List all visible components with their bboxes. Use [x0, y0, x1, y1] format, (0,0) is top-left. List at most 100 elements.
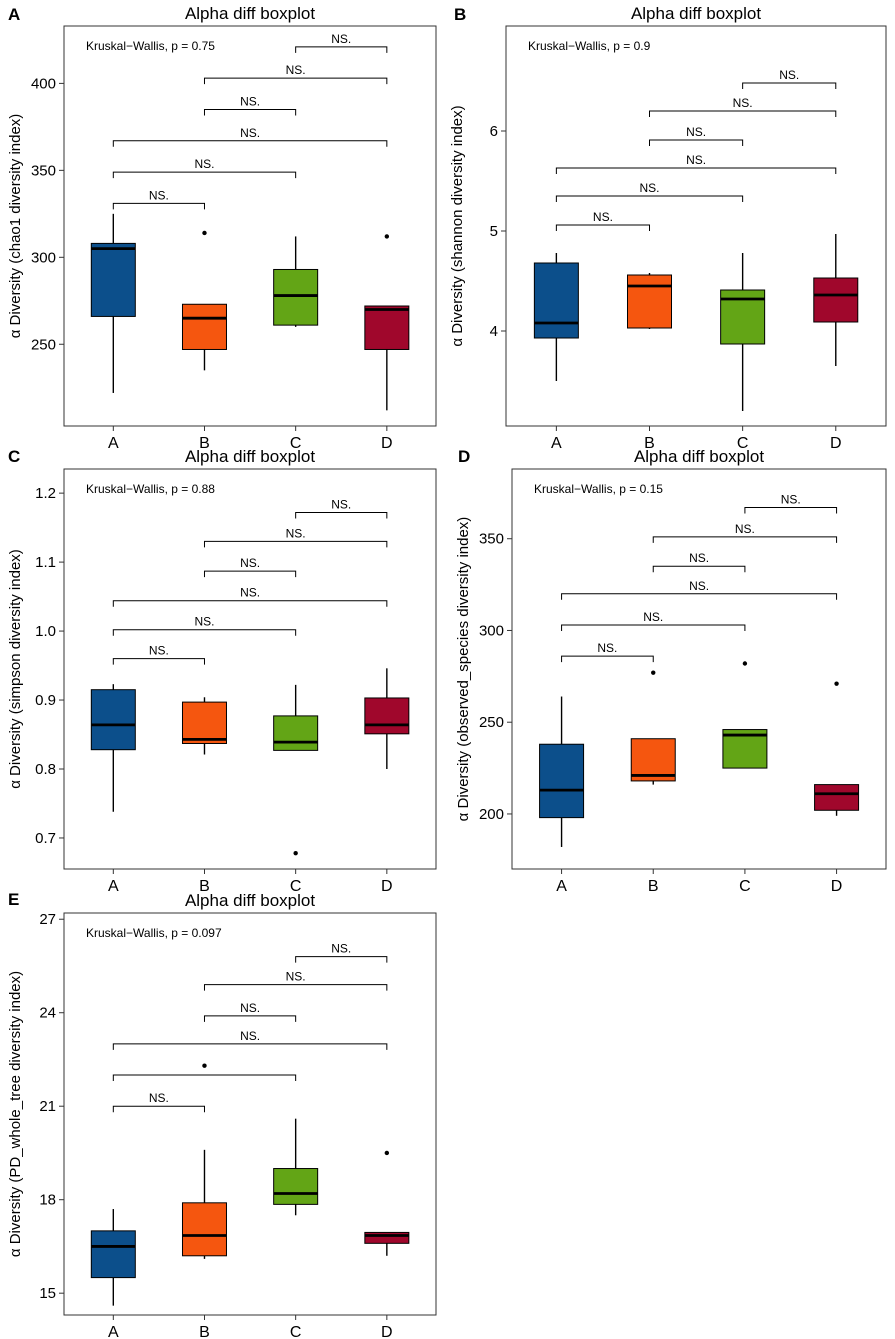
y-tick-label: 24	[39, 1005, 56, 1022]
significance-label: NS.	[240, 586, 260, 600]
comparison-b-d: NS.	[649, 96, 837, 117]
x-category-label: B	[648, 878, 659, 895]
x-category-label: A	[108, 1324, 119, 1339]
box-iqr	[273, 715, 319, 751]
x-category-label: C	[290, 1324, 302, 1339]
y-tick-label: 350	[479, 531, 504, 548]
box-iqr	[364, 1231, 410, 1244]
comparison-a-b: NS.	[561, 641, 654, 663]
chart-title: Alpha diff boxplot	[631, 4, 761, 23]
significance-label: NS.	[240, 94, 260, 108]
kruskal-wallis-annotation: Kruskal−Wallis, p = 0.88	[86, 482, 215, 496]
comparison-c-d: NS.	[295, 942, 388, 963]
kruskal-wallis-annotation: Kruskal−Wallis, p = 0.15	[534, 482, 663, 496]
x-category-label: C	[739, 878, 751, 895]
significance-label: NS.	[149, 1091, 169, 1105]
comparison-a-b: NS.	[112, 644, 205, 665]
comparison-a-c: NS.	[112, 157, 297, 179]
x-category-label: C	[290, 878, 302, 895]
y-tick-label: 0.8	[35, 761, 56, 778]
comparison-bracket	[561, 655, 654, 663]
box-a	[90, 684, 136, 812]
box-iqr	[90, 242, 136, 317]
box-d	[364, 1150, 410, 1256]
box-iqr	[364, 305, 410, 350]
y-tick-label: 1.1	[35, 554, 56, 571]
plot-frame	[63, 912, 437, 1316]
y-tick-label: 1.2	[35, 485, 56, 502]
comparison-bracket	[295, 956, 388, 963]
x-category-label: B	[199, 878, 210, 895]
significance-label: NS.	[149, 188, 169, 202]
y-tick-label: 1.0	[35, 623, 56, 640]
comparison-c-d: NS.	[742, 68, 837, 89]
comparison-bracket	[112, 1043, 388, 1050]
comparison-a-b: NS.	[112, 1091, 205, 1113]
significance-label: NS.	[194, 615, 214, 629]
comparison-bracket	[295, 46, 388, 53]
significance-label: NS.	[639, 181, 659, 195]
x-category-label: D	[381, 878, 393, 895]
comparison-b-c: NS.	[649, 125, 744, 146]
box-c	[273, 684, 319, 856]
comparison-bracket	[744, 507, 838, 514]
comparison-a-c: NS.	[561, 610, 746, 631]
box-iqr	[627, 274, 673, 329]
outlier-point	[293, 850, 298, 856]
box-iqr	[273, 1168, 319, 1205]
box-iqr	[630, 738, 676, 782]
y-axis-title: α Diversity (observed_species diversity …	[455, 517, 472, 822]
box-iqr	[814, 784, 860, 811]
significance-label: NS.	[331, 32, 351, 46]
significance-label: NS.	[286, 526, 306, 540]
x-category-label: A	[108, 435, 119, 452]
plot-frame	[511, 468, 887, 870]
comparison-bracket	[112, 600, 388, 607]
y-tick-label: 21	[39, 1098, 56, 1115]
significance-label: NS.	[593, 210, 613, 224]
box-b	[181, 1063, 227, 1259]
box-c	[720, 253, 766, 411]
significance-label: NS.	[735, 522, 755, 536]
x-category-label: D	[381, 435, 393, 452]
y-tick-label: 400	[31, 75, 56, 92]
panel-e: E Alpha diff boxplot 15 18 21 24 27 α Diversity…	[7, 890, 437, 1339]
comparison-bracket	[112, 1105, 205, 1113]
comparison-bracket	[203, 570, 297, 578]
x-category-label: A	[108, 878, 119, 895]
y-tick-label: 4	[490, 323, 498, 340]
y-axis-title: α Diversity (shannon diversity index)	[449, 105, 466, 346]
comparison-bracket	[742, 82, 837, 89]
comparison-c-d: NS.	[295, 32, 388, 53]
comparison-bracket	[203, 540, 388, 548]
comparison-b-d: NS.	[203, 63, 388, 85]
significance-label: NS.	[686, 153, 706, 167]
comparison-bracket	[203, 1015, 297, 1022]
comparison-bracket	[649, 110, 837, 117]
comparison-a-d: NS.	[112, 126, 388, 147]
x-category-label: D	[831, 878, 843, 895]
comparison-bracket	[203, 984, 388, 991]
y-tick-label: 27	[39, 911, 56, 928]
comparison-bracket	[203, 77, 388, 85]
comparison-bracket	[555, 224, 651, 231]
outlier-point	[202, 230, 207, 236]
y-tick-label: 0.7	[35, 830, 56, 847]
panel-letter: D	[458, 447, 470, 466]
box-iqr	[364, 697, 410, 735]
box-iqr	[90, 1230, 136, 1279]
comparison-bracket	[112, 629, 297, 636]
significance-label: NS.	[149, 644, 169, 658]
box-a	[533, 253, 579, 381]
significance-label: NS.	[331, 942, 351, 956]
box-a	[539, 696, 585, 847]
comparison-b-c: NS.	[203, 94, 297, 116]
x-category-label: B	[199, 1324, 210, 1339]
chart-title: Alpha diff boxplot	[185, 4, 315, 23]
significance-label: NS.	[194, 157, 214, 171]
panel-letter: E	[8, 890, 19, 909]
significance-label: NS.	[240, 126, 260, 140]
plot-frame	[505, 25, 887, 427]
significance-label: NS.	[286, 63, 306, 77]
